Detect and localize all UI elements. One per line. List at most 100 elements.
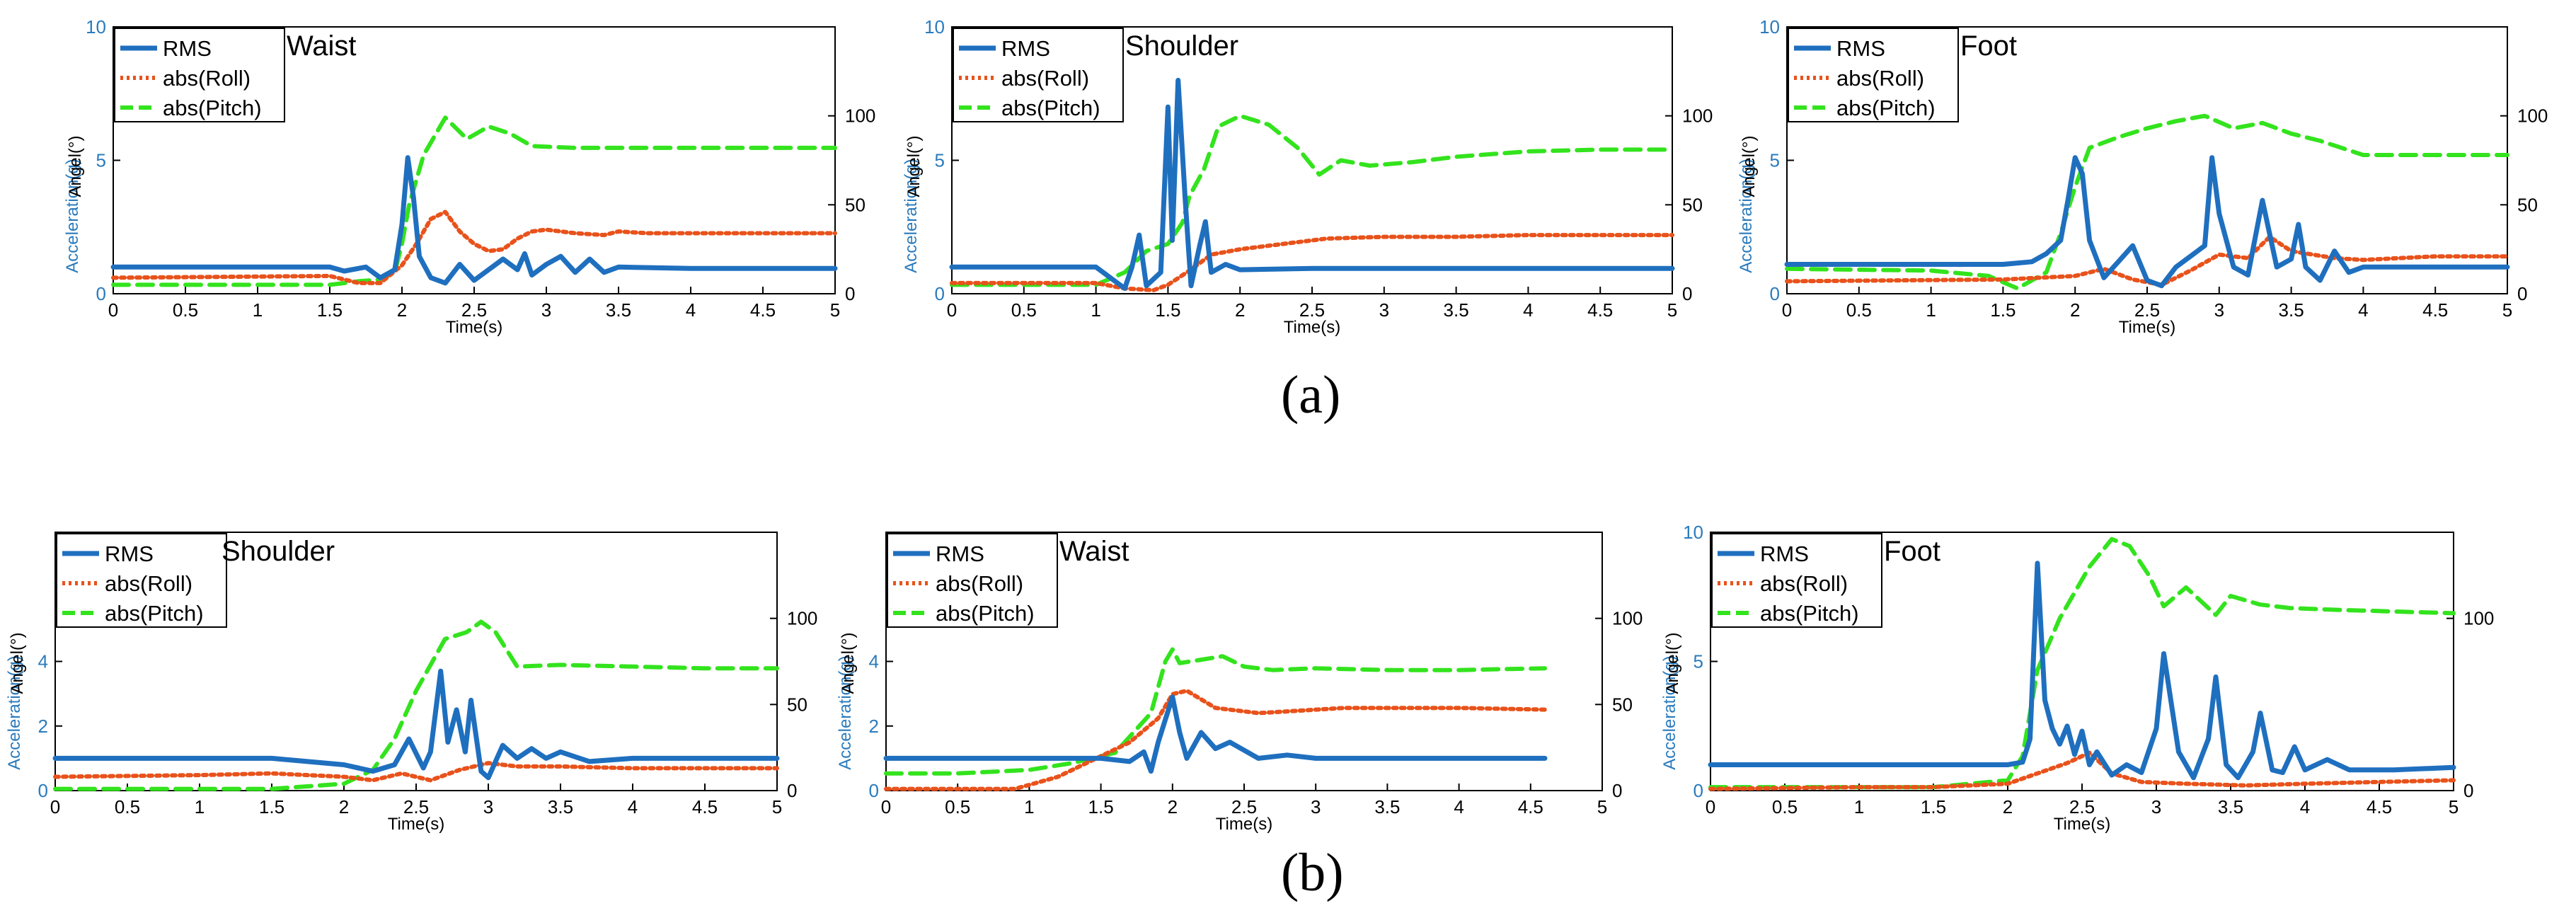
- x-tick-label: 2.5: [1231, 796, 1257, 817]
- series-line-rms: [110, 155, 838, 286]
- x-tick-label: 3.5: [1374, 796, 1400, 817]
- x-tick-label: 3.5: [548, 796, 573, 817]
- x-tick-label: 3: [1379, 299, 1389, 321]
- chart-b1: 0 0.5 1 1.5 2 2.5 3 3.5 4 4.5 5 Time(s) 0 2 4 Accelerat…: [5, 532, 817, 834]
- chart-a3: 0 0.5 1 1.5 2 2.5 3 3.5 4 4.5 5Time(s)0510Accelera…: [1737, 16, 2548, 337]
- series-line-abspitch: [1785, 113, 2509, 291]
- legend-label: RMS: [163, 36, 212, 61]
- x-tick-label: 4: [1454, 796, 1464, 817]
- x-tick-label: 0.5: [1772, 796, 1798, 817]
- y2-tick-label: 0: [1682, 283, 1692, 304]
- x-tick-label: 0.5: [1011, 299, 1037, 321]
- x-tick-label: 4: [2300, 796, 2310, 817]
- x-tick-label: 2: [397, 299, 407, 321]
- y2-tick-label: 50: [787, 694, 807, 715]
- y-tick-label: 0: [869, 780, 879, 801]
- x-tick-label: 2: [2003, 796, 2013, 817]
- legend-label: abs(Pitch): [163, 96, 262, 120]
- y2-axis-label: Angel(°): [839, 633, 858, 694]
- x-tick-label: 0.5: [1846, 299, 1872, 321]
- y-tick-label: 2: [38, 716, 48, 737]
- x-tick-label: 3: [2151, 796, 2161, 817]
- x-tick-label: 5: [1597, 796, 1607, 817]
- x-tick-label: 1.5: [259, 796, 284, 817]
- y-tick-label: 10: [86, 16, 106, 38]
- x-tick-label: 1: [253, 299, 263, 321]
- x-tick-label: 5: [2502, 299, 2512, 321]
- x-tick-label: 1: [1926, 299, 1936, 321]
- x-axis-label: Time(s): [1284, 318, 1340, 337]
- y2-tick-label: 0: [1612, 780, 1622, 801]
- chart-a2: 0 0.5 1 1.5 2 2.5 3 3.5 4 4.5 5Time(s)0510Accelera…: [902, 16, 1713, 337]
- y-tick-label: 4: [869, 651, 879, 672]
- series-line-absroll: [111, 210, 837, 285]
- y-axis-label: Acceleration(g): [902, 159, 921, 272]
- chart-title: Waist: [1059, 536, 1129, 567]
- y-tick-label: 10: [1759, 16, 1780, 38]
- legend-label: abs(Roll): [105, 571, 192, 596]
- x-tick-label: 1.5: [1990, 299, 2016, 321]
- x-tick-label: 3.5: [606, 299, 631, 321]
- legend-label: RMS: [1836, 36, 1885, 61]
- series-line-absroll: [1785, 234, 2509, 287]
- legend-label: abs(Roll): [1760, 571, 1848, 596]
- legend-label: RMS: [1760, 541, 1809, 566]
- series-line-rms: [949, 77, 1675, 291]
- y-axis-label: Acceleration(g): [836, 655, 855, 769]
- legend-label: abs(Pitch): [1836, 96, 1936, 120]
- x-tick-label: 2.5: [403, 796, 429, 817]
- legend-label: abs(Roll): [163, 66, 251, 91]
- x-tick-label: 2.5: [461, 299, 487, 321]
- y-tick-label: 10: [924, 16, 945, 38]
- y2-tick-label: 0: [845, 283, 855, 304]
- x-tick-label: 0.5: [115, 796, 140, 817]
- y-tick-label: 5: [935, 150, 945, 171]
- y-tick-label: 0: [935, 283, 945, 304]
- x-tick-label: 4: [1523, 299, 1533, 321]
- series-line-absroll: [884, 688, 1547, 791]
- series-line-rms: [1708, 561, 2456, 781]
- x-tick-label: 3.5: [1444, 299, 1469, 321]
- x-tick-label: 3: [2214, 299, 2224, 321]
- x-axis-label: Time(s): [446, 318, 502, 337]
- x-tick-label: 2: [1235, 299, 1245, 321]
- y-axis-label: Acceleration(g): [1660, 655, 1679, 769]
- x-tick-label: 3: [1311, 796, 1321, 817]
- x-tick-label: 2: [1168, 796, 1178, 817]
- x-tick-label: 1: [195, 796, 205, 817]
- y2-tick-label: 0: [2463, 780, 2473, 801]
- y2-tick-label: 100: [2463, 608, 2494, 629]
- x-axis-label: Time(s): [1216, 815, 1272, 834]
- x-tick-label: 5: [772, 796, 782, 817]
- x-tick-label: 3: [541, 299, 551, 321]
- x-tick-label: 2.5: [2069, 796, 2095, 817]
- x-tick-label: 4: [686, 299, 696, 321]
- y-tick-label: 4: [38, 651, 48, 672]
- x-tick-label: 3.5: [2218, 796, 2243, 817]
- chart-title: Shoulder: [1125, 30, 1238, 62]
- chart-title: Waist: [287, 30, 357, 62]
- y2-tick-label: 50: [845, 194, 866, 215]
- x-tick-label: 4.5: [2367, 796, 2392, 817]
- legend-label: RMS: [1001, 36, 1050, 61]
- y-tick-label: 5: [1694, 651, 1703, 672]
- y2-tick-label: 50: [1682, 194, 1703, 215]
- series-line-absroll: [1708, 750, 2456, 791]
- x-tick-label: 0.5: [173, 299, 198, 321]
- y2-tick-label: 100: [1682, 105, 1713, 127]
- legend-label: abs(Pitch): [105, 601, 204, 626]
- x-tick-label: 0.5: [945, 796, 970, 817]
- x-tick-label: 0: [947, 299, 957, 321]
- x-tick-label: 1.5: [317, 299, 343, 321]
- y-tick-label: 5: [1770, 150, 1780, 171]
- x-tick-label: 3: [483, 796, 493, 817]
- x-tick-label: 5: [2449, 796, 2459, 817]
- x-tick-label: 1: [1091, 299, 1100, 321]
- chart-a1: 0 0.5 1 1.5 2 2.5 3 3.5 4 4.5 5Time(s)0510Accelera…: [63, 16, 875, 337]
- legend-label: abs(Pitch): [1001, 96, 1100, 120]
- chart-title: Foot: [1884, 536, 1940, 567]
- x-tick-label: 0: [50, 796, 60, 817]
- y2-axis-label: Angel(°): [904, 136, 924, 197]
- x-tick-label: 1: [1024, 796, 1034, 817]
- y-tick-label: 0: [1770, 283, 1780, 304]
